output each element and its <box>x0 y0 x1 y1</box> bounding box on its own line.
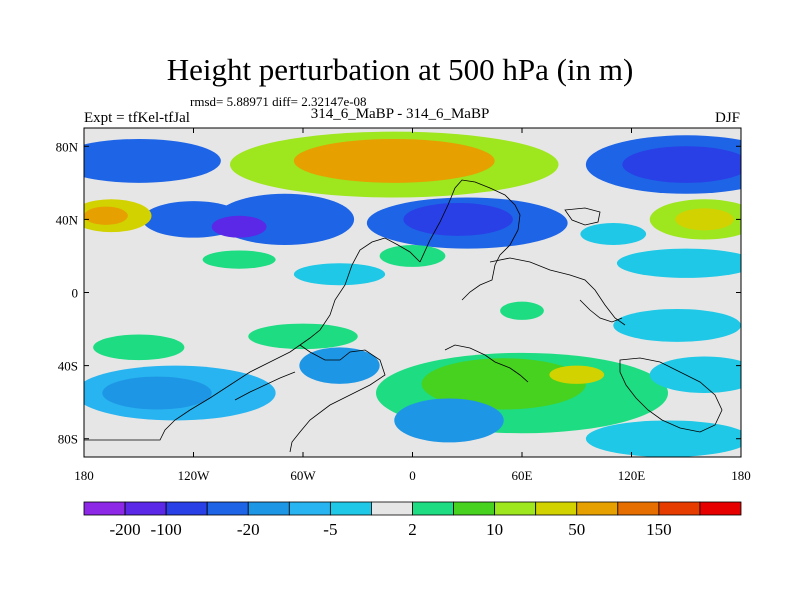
season-label: DJF <box>714 110 740 126</box>
contour-region-5 <box>84 206 128 225</box>
x-tick-label: 120W <box>178 468 211 483</box>
y-tick-label: 80N <box>56 139 79 154</box>
contour-fill-layer <box>84 131 741 457</box>
colorbar-box <box>165 501 208 516</box>
colorbar-label: -20 <box>237 520 260 539</box>
colorbar-label: 50 <box>568 520 585 539</box>
contour-region-29 <box>394 398 504 443</box>
experiment-label: Expt = tfKel-tfJal <box>84 110 190 126</box>
colorbar-box <box>288 501 331 516</box>
contour-region-3 <box>211 215 267 238</box>
colorbar-box <box>83 501 126 516</box>
coastline-east-asia <box>489 257 626 326</box>
contour-region-16 <box>293 263 386 286</box>
coastline-indonesia <box>579 299 623 323</box>
contour-region-15 <box>616 248 741 278</box>
x-tick-label: 60W <box>290 468 316 483</box>
y-tick-label: 0 <box>72 286 79 301</box>
colorbar-box <box>329 501 372 516</box>
contour-region-18 <box>379 244 446 267</box>
comparison-label: 314_6_MaBP - 314_6_MaBP <box>310 106 490 122</box>
colorbar-box <box>535 501 578 516</box>
contour-region-14 <box>580 223 647 245</box>
coastline-japan <box>564 207 601 226</box>
contour-region-0 <box>84 138 221 183</box>
x-tick-label: 180 <box>731 468 751 483</box>
contour-region-22 <box>248 323 358 350</box>
contour-region-9 <box>403 202 513 236</box>
coastline-south-america <box>289 344 386 453</box>
contour-region-27 <box>421 358 586 410</box>
coastline-africa-asia <box>419 179 521 301</box>
colorbar-label: -100 <box>151 520 182 539</box>
contour-region-31 <box>585 420 741 457</box>
contour-region-20 <box>613 308 741 342</box>
contour-region-19 <box>500 301 544 320</box>
colorbar: -200 -100 -20 -5 2 10 50 150 <box>83 501 742 539</box>
x-axis-ticks: 180 120W 60W 0 60E 120E 180 <box>74 128 751 483</box>
contour-region-7 <box>293 138 495 183</box>
y-tick-label: 40N <box>56 212 79 227</box>
x-tick-label: 60E <box>512 468 533 483</box>
coastline-americas <box>84 237 421 441</box>
rmsd-diff-stats: rmsd= 5.88971 diff= 2.32147e-08 <box>190 94 367 109</box>
colorbar-label: 10 <box>486 520 503 539</box>
contour-region-28 <box>549 365 605 384</box>
y-axis-ticks: 80N 40N 0 40S 80S <box>56 139 741 447</box>
x-tick-label: 180 <box>74 468 94 483</box>
x-tick-label: 0 <box>409 468 416 483</box>
colorbar-label: 2 <box>408 520 417 539</box>
contour-region-13 <box>675 208 734 231</box>
colorbar-box <box>247 501 290 516</box>
colorbar-label: 150 <box>646 520 672 539</box>
contour-region-17 <box>202 250 276 269</box>
contour-region-30 <box>649 356 741 394</box>
colorbar-label: -200 <box>109 520 140 539</box>
colorbar-box <box>206 501 249 516</box>
colorbar-box <box>699 501 742 516</box>
coastline-antarctica-edge <box>234 371 296 401</box>
coastline-layer <box>84 179 723 453</box>
colorbar-box <box>412 501 454 516</box>
coastline-africa-south <box>444 344 529 383</box>
colorbar-label: -5 <box>323 520 337 539</box>
colorbar-box <box>576 501 619 516</box>
contour-region-24 <box>102 376 212 410</box>
y-tick-label: 80S <box>58 432 78 447</box>
contour-region-21 <box>93 334 185 361</box>
coastline-australia <box>619 357 723 433</box>
contour-region-25 <box>299 347 380 384</box>
colorbar-box <box>617 501 660 516</box>
colorbar-box <box>494 501 537 516</box>
chart-title: Height perturbation at 500 hPa (in m) <box>166 52 634 87</box>
y-tick-label: 40S <box>58 359 78 374</box>
colorbar-box <box>658 501 701 516</box>
colorbar-box <box>124 501 167 516</box>
x-tick-label: 120E <box>618 468 646 483</box>
colorbar-box <box>371 501 413 516</box>
colorbar-box <box>453 501 496 516</box>
contour-region-11 <box>622 146 741 183</box>
